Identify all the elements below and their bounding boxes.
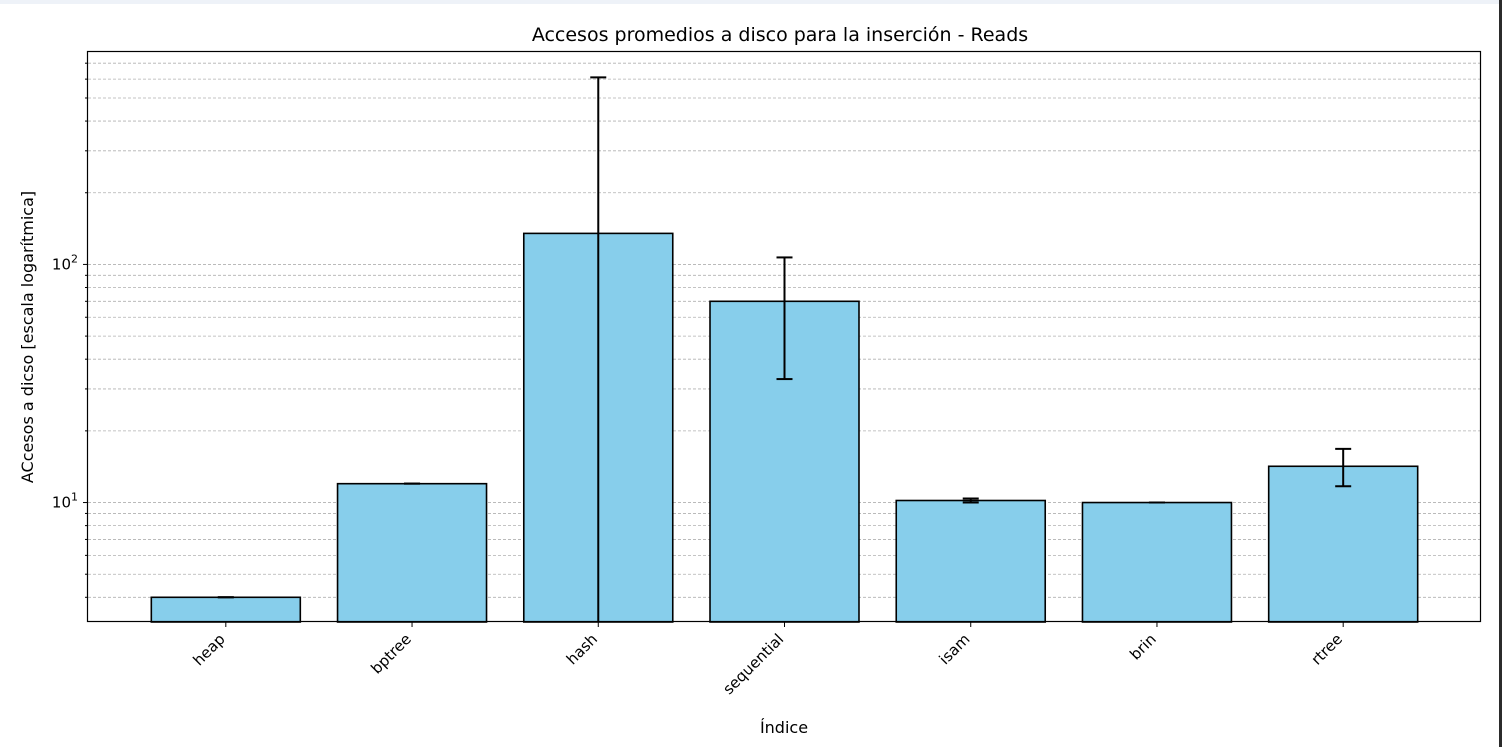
x-tick-label-rtree: rtree — [1308, 630, 1346, 668]
x-ticks: heap bptree hash sequential isam brin rtree — [189, 622, 1346, 698]
y-tick-label: 102 — [52, 252, 78, 273]
error-bars — [217, 76, 1352, 622]
bar-rtree — [1267, 465, 1419, 623]
x-tick-label-hash: hash — [563, 630, 601, 668]
error-bar-isam — [962, 497, 979, 504]
chart-title: Accesos promedios a disco para la inserc… — [532, 24, 1028, 46]
error-bar-hash — [590, 76, 607, 622]
window-top-strip — [0, 0, 1502, 4]
x-axis-label: Índice — [760, 718, 808, 737]
x-tick-label-brin: brin — [1126, 630, 1159, 663]
bar-bptree — [336, 482, 488, 623]
y-ticks: 101 102 — [52, 62, 88, 598]
x-tick-label-sequential: sequential — [719, 630, 787, 698]
y-tick-label: 101 — [52, 491, 78, 512]
bar-heap — [150, 596, 302, 623]
bar-isam — [895, 499, 1047, 623]
error-bar-rtree — [1335, 447, 1352, 488]
x-tick-label-isam: isam — [936, 630, 974, 668]
x-tick-label-bptree: bptree — [367, 630, 415, 678]
x-tick-label-heap: heap — [189, 630, 228, 669]
y-axis-label: ACcesos a dicso [escala logarítmica] — [18, 191, 37, 483]
error-bar-sequential — [776, 256, 793, 381]
bar-brin — [1081, 501, 1233, 623]
window-right-edge — [1499, 0, 1502, 747]
